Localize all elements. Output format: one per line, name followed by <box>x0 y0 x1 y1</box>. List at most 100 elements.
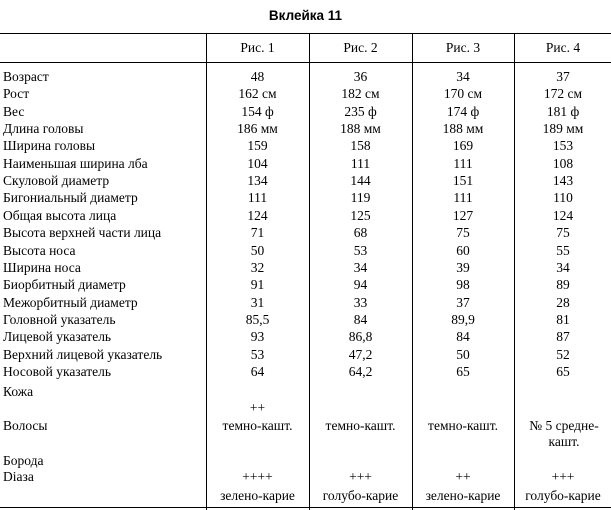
row-label: Кожа <box>3 384 34 399</box>
table-cell: 53 <box>250 347 265 362</box>
table-cell: 89,9 <box>451 312 475 327</box>
table-cell: 144 <box>350 173 371 188</box>
page-title: Вклейка 11 <box>268 8 343 23</box>
table-cell: 154 ф <box>241 104 274 119</box>
table-cell: 37 <box>556 69 570 84</box>
table-cell: 52 <box>556 347 570 362</box>
table-cell: 151 <box>452 173 474 188</box>
table-cell: 75 <box>556 225 570 240</box>
table-cell: зелено-карие <box>220 488 295 503</box>
table-cell: 68 <box>353 225 368 240</box>
table-cell: 189 мм <box>542 121 584 136</box>
table-cell: 48 <box>250 69 265 84</box>
table-cell: 50 <box>250 243 265 258</box>
column-header: Рис. 2 <box>343 40 378 55</box>
column-divider <box>514 33 515 510</box>
column-header: Рис. 4 <box>545 40 581 55</box>
table-cell: 33 <box>353 295 368 310</box>
table-cell: 124 <box>552 208 574 223</box>
row-label: Высота носа <box>3 243 76 258</box>
row-label: Межорбитный диаметр <box>3 295 138 310</box>
table-cell: 111 <box>453 190 473 205</box>
table-cell: 34 <box>353 260 368 275</box>
row-label: Головной указатель <box>3 312 116 327</box>
table-cell: 86,8 <box>348 329 373 344</box>
table-cell: 31 <box>250 295 265 310</box>
table-cell: 55 <box>556 243 570 258</box>
row-label: Бигониальный диаметр <box>3 190 138 205</box>
table-cell: 98 <box>456 277 470 292</box>
column-header: Рис. 3 <box>445 40 481 55</box>
row-label: Ширина носа <box>3 260 81 275</box>
table-cell: голубо-карие <box>322 488 399 503</box>
row-label: Лицевой указатель <box>3 329 112 344</box>
row-label: Верхний лицевой указатель <box>3 347 163 362</box>
table-cell: темно-кашт. <box>222 418 293 433</box>
table-cell: +++ <box>551 469 575 484</box>
row-label: Высота верхней части лица <box>3 225 162 240</box>
table-cell: 162 см <box>238 86 277 101</box>
table-cell: 169 <box>452 138 474 153</box>
table-cell: 32 <box>250 260 265 275</box>
table-cell: 37 <box>456 295 470 310</box>
header-bottom-rule <box>0 62 611 63</box>
row-label: Носовой указатель <box>3 364 112 379</box>
table-cell: 64,2 <box>348 364 373 379</box>
table-cell: 85,5 <box>245 312 270 327</box>
column-divider <box>309 33 310 510</box>
table-cell: ++ <box>249 400 266 415</box>
table-cell: 170 см <box>443 86 483 101</box>
table-top-rule <box>0 33 611 34</box>
table-cell: 172 см <box>543 86 583 101</box>
table-cell: 53 <box>353 243 368 258</box>
table-cell: 153 <box>552 138 574 153</box>
column-header: Рис. 1 <box>240 40 275 55</box>
table-cell: 39 <box>456 260 470 275</box>
table-cell: 84 <box>456 329 470 344</box>
row-label: Наименьшая ширина лба <box>3 156 148 171</box>
row-label: Длина головы <box>3 121 84 136</box>
table-cell: 36 <box>353 69 368 84</box>
table-cell: 60 <box>456 243 470 258</box>
table-cell: 50 <box>456 347 470 362</box>
table-cell: 182 см <box>341 86 380 101</box>
table-cell: 65 <box>456 364 470 379</box>
table-cell: 87 <box>556 329 570 344</box>
table-cell: 111 <box>453 156 473 171</box>
row-label: Dіаза <box>3 469 34 484</box>
table-cell: 125 <box>350 208 371 223</box>
table-cell: 158 <box>350 138 371 153</box>
row-label: Борода <box>3 453 44 468</box>
table-cell: 188 мм <box>340 121 381 136</box>
table-cell: 28 <box>556 295 570 310</box>
table-cell: 174 ф <box>446 104 480 119</box>
table-cell: 134 <box>247 173 268 188</box>
row-label: Скуловой диаметр <box>3 173 110 188</box>
table-cell: 93 <box>250 329 265 344</box>
table-cell: 81 <box>556 312 570 327</box>
table-cell: 89 <box>556 277 570 292</box>
table-cell: 186 мм <box>237 121 278 136</box>
table-cell: 47,2 <box>348 347 373 362</box>
row-label: Общая высота лица <box>3 208 117 223</box>
table-cell: 111 <box>247 190 268 205</box>
table-cell: ++++ <box>242 469 273 484</box>
row-label: Рост <box>3 86 30 101</box>
table-cell: 34 <box>556 260 570 275</box>
column-divider <box>206 33 207 510</box>
table-cell: 104 <box>247 156 268 171</box>
table-bottom-rule <box>0 507 611 508</box>
table-cell: ++ <box>455 469 471 484</box>
table-cell: 64 <box>250 364 265 379</box>
table-cell: 94 <box>353 277 368 292</box>
table-cell: 127 <box>452 208 474 223</box>
table-cell: 91 <box>250 277 265 292</box>
table-cell: 119 <box>350 190 371 205</box>
table-cell: 71 <box>250 225 265 240</box>
table-cell: № 5 средне-кашт. <box>529 418 599 449</box>
table-cell: 188 мм <box>442 121 484 136</box>
table-cell: темно-кашт. <box>428 418 498 433</box>
row-label: Волосы <box>3 418 48 433</box>
row-label: Вес <box>3 104 25 119</box>
table-cell: 111 <box>350 156 371 171</box>
